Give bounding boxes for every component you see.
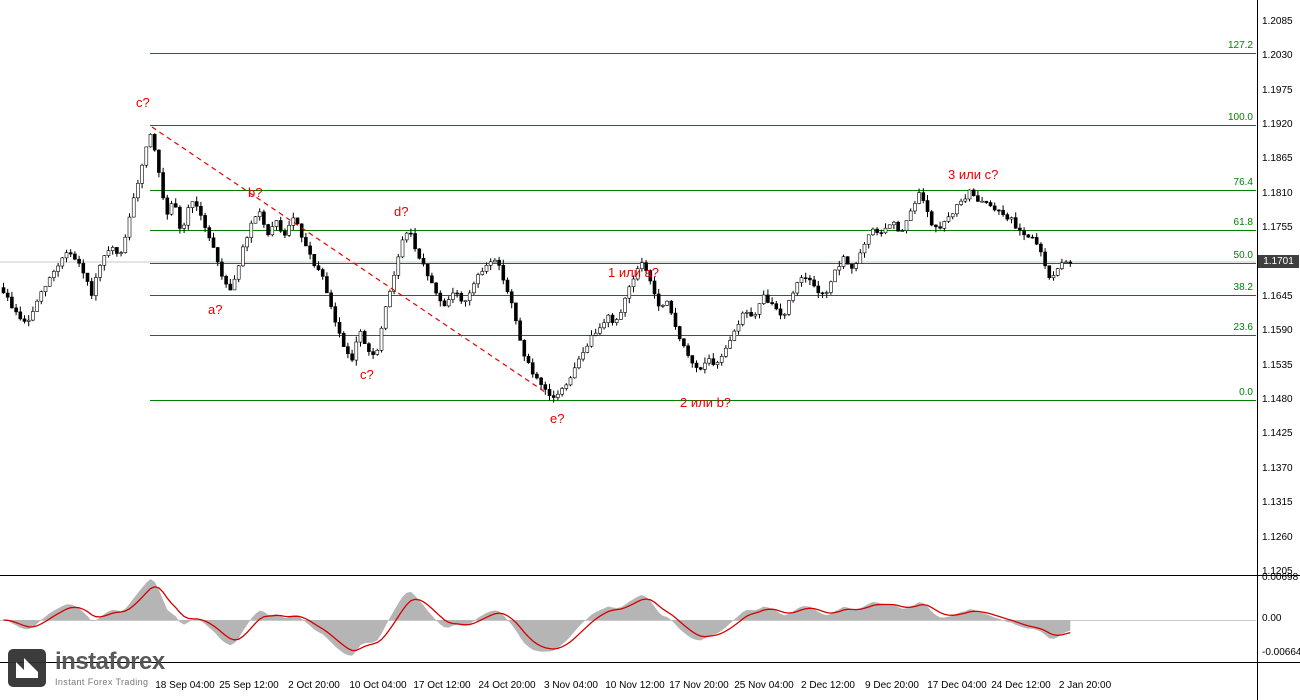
price-axis-label: 1.1535 [1262,360,1293,371]
price-axis-label: 1.1315 [1262,497,1293,508]
price-axis-label: 1.1810 [1262,188,1293,199]
price-axis-label: 1.2085 [1262,16,1293,27]
fib-level-label: 0.0 [1239,387,1253,398]
time-axis-label: 17 Nov 20:00 [669,680,729,691]
time-axis-label: 2 Jan 20:00 [1058,680,1112,691]
fib-level-label: 23.6 [1233,322,1253,333]
wave-annotation-label: a? [208,302,223,317]
fib-level-label: 61.8 [1233,217,1253,228]
price-axis-label: 1.1755 [1262,222,1293,233]
fib-level-label: 76.4 [1233,177,1253,188]
wave-annotation-label: 2 или b? [680,395,732,410]
fib-level-label: 50.0 [1233,250,1253,261]
wave-annotation-label: c? [136,95,150,110]
time-axis-label: 9 Dec 20:00 [865,680,919,691]
price-axis-label: 1.1260 [1262,532,1293,543]
time-axis-label: 17 Dec 04:00 [927,680,987,691]
fib-level-label: 100.0 [1227,112,1253,123]
price-axis-label: 1.1865 [1262,153,1293,164]
time-axis-label: 2 Dec 12:00 [801,680,855,691]
price-axis-label: 1.1645 [1262,291,1293,302]
wave-annotation-label: b? [248,185,263,200]
time-axis-label: 17 Oct 12:00 [413,680,471,691]
time-axis-label: 25 Nov 04:00 [734,680,794,691]
time-axis-label: 10 Oct 04:00 [349,680,407,691]
wave-annotation-label: d? [394,204,409,219]
price-axis-label: 1.1920 [1262,119,1293,130]
time-axis-label: 3 Nov 04:00 [544,680,598,691]
instaforex-watermark: instaforex Instant Forex Trading [8,649,165,687]
time-axis-label: 18 Sep 04:00 [155,680,215,691]
logo-tagline: Instant Forex Trading [55,676,149,687]
time-axis-label: 2 Oct 20:00 [288,680,340,691]
price-axis-label: 1.1425 [1262,428,1293,439]
price-axis-label: 1.1975 [1262,85,1293,96]
time-axis-label: 25 Sep 12:00 [219,680,279,691]
fib-level-label: 38.2 [1233,282,1253,293]
indicator-zero-label: 0.00 [1262,613,1282,624]
wave-annotation-label: 1 или a? [608,265,660,280]
wave-annotation-label: c? [360,367,374,382]
price-axis-label: 1.1370 [1262,463,1293,474]
time-axis-label: 24 Dec 12:00 [991,680,1051,691]
indicator-min-label: -0.00664 [1262,647,1300,658]
price-axis-label: 1.1205 [1262,566,1293,577]
fib-level-label: 127.2 [1227,40,1253,51]
time-axis-label: 24 Oct 20:00 [478,680,536,691]
price-axis-label: 1.1480 [1262,394,1293,405]
indicator-max-label: 0.00698 [1262,572,1299,583]
price-axis-label: 1.1590 [1262,325,1293,336]
time-axis-label: 10 Nov 12:00 [605,680,665,691]
logo-text-block: instaforex Instant Forex Trading [55,647,165,687]
logo-name: instaforex [55,647,165,675]
wave-annotation-label: 3 или c? [948,167,999,182]
current-price-label: 1.1701 [1258,255,1299,268]
price-axis-label: 1.2030 [1262,50,1293,61]
instaforex-logo-icon [8,649,46,687]
wave-annotation-label: e? [550,411,565,426]
